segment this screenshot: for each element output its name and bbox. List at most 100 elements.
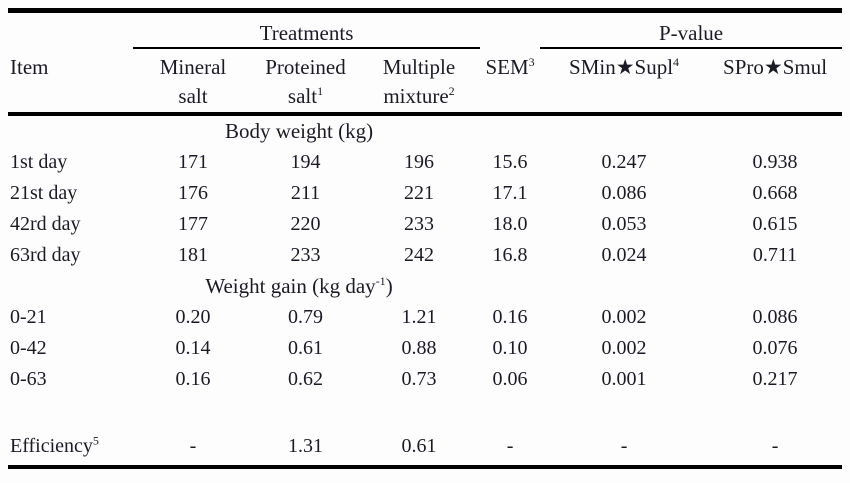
group-header-pvalue: P-value xyxy=(540,10,843,49)
cell-value: 242 xyxy=(404,244,435,266)
cell-value: 0.16 xyxy=(492,306,528,328)
cell-value: 194 xyxy=(290,151,321,173)
cell-value: 0.88 xyxy=(401,337,437,359)
cell-value: 176 xyxy=(178,182,208,204)
superscript: 3 xyxy=(528,55,535,69)
cell-value: 0.16 xyxy=(175,368,211,390)
cell-value: 1.21 xyxy=(401,306,437,328)
column-header-smin-supl: SMin★Supl4 xyxy=(540,48,708,80)
column-header-sem-line2-empty xyxy=(480,80,541,116)
row-label: 42rd day xyxy=(10,213,81,235)
table-row: 0-42 0.14 0.61 0.88 0.10 0.002 0.076 xyxy=(8,333,842,364)
row-label: 21st day xyxy=(10,182,78,204)
cell-value: 211 xyxy=(290,182,321,204)
column-header-smin-supl-line2-empty xyxy=(540,80,709,116)
column-header-proteined-salt-line2: salt1 xyxy=(253,80,358,116)
column-header-mineral-salt-line2-label: salt xyxy=(178,83,208,108)
cell-value: 0.247 xyxy=(601,151,647,173)
row-label: 63rd day xyxy=(10,244,81,266)
column-header-sem: SEM3 xyxy=(480,48,540,80)
column-header-spro-smul-label: SPro★Smul xyxy=(723,55,828,79)
group-header-empty-item xyxy=(8,11,133,49)
cell-value: 0.076 xyxy=(752,337,798,359)
table-row: Efficiency5 - 1.31 0.61 - - - xyxy=(8,427,842,467)
row-label: Efficiency5 xyxy=(10,432,99,457)
column-header-smin-supl-label: SMin★Supl xyxy=(569,55,674,79)
section-title: Body weight (kg) xyxy=(224,119,374,143)
cell-value: 233 xyxy=(290,244,321,266)
section-row-filler xyxy=(540,114,842,147)
table-row: 0-21 0.20 0.79 1.21 0.16 0.002 0.086 xyxy=(8,302,842,333)
row-label: 0-21 xyxy=(10,306,47,328)
cell-value: 0.001 xyxy=(601,368,647,390)
cell-value: 233 xyxy=(404,213,435,235)
cell-value: 16.8 xyxy=(492,244,528,266)
cell-value: 0.086 xyxy=(601,182,647,204)
cell-value: - xyxy=(771,434,779,457)
cell-value: 0.053 xyxy=(601,213,647,235)
cell-value: 220 xyxy=(290,213,321,235)
cell-value: 0.10 xyxy=(492,337,528,359)
table-body: Body weight (kg) 1st day 171 194 196 15.6 0.24… xyxy=(8,114,842,467)
cell-value: 18.0 xyxy=(492,213,528,235)
cell-value: 0.668 xyxy=(752,182,798,204)
row-label: 0-42 xyxy=(10,337,47,359)
section-title: Weight gain (kg day-1) xyxy=(205,274,393,298)
cell-value: 0.73 xyxy=(401,368,437,390)
cell-value: 0.024 xyxy=(601,244,647,266)
row-label: 0-63 xyxy=(10,368,47,390)
cell-value: 181 xyxy=(178,244,208,266)
cell-value: 0.62 xyxy=(288,368,323,390)
cell-value: 1.31 xyxy=(288,434,323,457)
superscript: -1 xyxy=(375,274,386,288)
column-header-item: Item xyxy=(10,55,49,79)
table-row: 0-63 0.16 0.62 0.73 0.06 0.001 0.217 xyxy=(8,364,842,395)
cell-value: 0.61 xyxy=(288,337,323,359)
cell-value: 177 xyxy=(178,213,208,235)
cell-value: 0.086 xyxy=(752,306,798,328)
cell-value: 196 xyxy=(404,151,435,173)
results-table: Treatments P-value Item Mineral Proteine… xyxy=(8,8,843,469)
cell-value: 0.615 xyxy=(752,213,798,235)
column-header-multiple-mixture: Multiple xyxy=(382,55,456,79)
cell-value: - xyxy=(189,434,197,457)
column-header-sem-label: SEM xyxy=(485,55,529,79)
cell-value: - xyxy=(620,434,628,457)
section-row-filler xyxy=(540,271,842,302)
cell-value: 171 xyxy=(178,151,208,173)
cell-value: 0.002 xyxy=(601,337,647,359)
column-header-proteined-salt-line2-label: salt xyxy=(287,83,318,108)
group-header-row: Treatments P-value xyxy=(8,10,843,49)
column-header-mineral-salt: Mineral xyxy=(159,55,227,79)
table-row: 21st day 176 211 221 17.1 0.086 0.668 xyxy=(8,178,842,209)
column-header-proteined-salt: Proteined xyxy=(265,55,346,79)
cell-value: 221 xyxy=(404,182,435,204)
section-row: Body weight (kg) xyxy=(8,114,842,147)
column-header-row-2: salt salt1 mixture2 xyxy=(8,80,843,116)
column-header-spro-smul: SPro★Smul xyxy=(708,48,842,80)
superscript: 1 xyxy=(317,83,324,98)
cell-value: 15.6 xyxy=(492,151,528,173)
column-header-mineral-salt-line2: salt xyxy=(133,80,253,116)
table-row: 1st day 171 194 196 15.6 0.247 0.938 xyxy=(8,147,842,178)
cell-value: 0.217 xyxy=(752,368,798,390)
column-header-multiple-mixture-line2: mixture2 xyxy=(358,80,481,116)
superscript: 2 xyxy=(448,83,455,98)
column-header-spro-smul-line2-empty xyxy=(708,80,843,116)
cell-value: 0.61 xyxy=(401,434,437,457)
cell-value: 0.14 xyxy=(175,337,211,359)
cell-value: 17.1 xyxy=(492,182,528,204)
column-header-row-1: Item Mineral Proteined Multiple SEM3 SMi… xyxy=(8,48,842,80)
superscript: 5 xyxy=(92,432,99,447)
column-header-multiple-mixture-line2-label: mixture xyxy=(383,83,449,108)
cell-value: 0.06 xyxy=(492,368,528,390)
spacer-cell xyxy=(8,395,842,427)
table-row: 63rd day 181 233 242 16.8 0.024 0.711 xyxy=(8,240,842,271)
column-header-item-line2-empty xyxy=(8,80,133,116)
group-header-treatments: Treatments xyxy=(133,10,481,49)
cell-value: 0.20 xyxy=(175,306,211,328)
row-label: 1st day xyxy=(10,151,68,173)
cell-value: 0.79 xyxy=(288,306,323,328)
cell-value: 0.002 xyxy=(601,306,647,328)
cell-value: - xyxy=(506,434,514,457)
